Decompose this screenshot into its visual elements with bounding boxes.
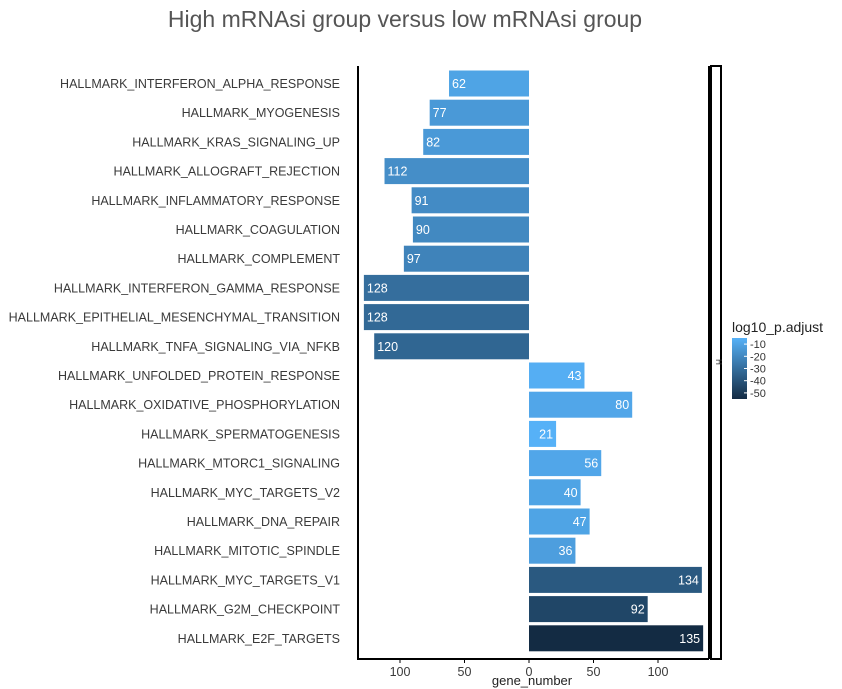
x-tick-label: 50 [587, 665, 601, 679]
category-label: HALLMARK_MYC_TARGETS_V2 [151, 486, 340, 500]
legend-tick-label: -20 [750, 351, 766, 363]
facet-strip-label: H [714, 359, 723, 365]
bars [363, 70, 704, 652]
legend-tick-label: -30 [750, 364, 766, 376]
bar-value-label: 47 [573, 515, 587, 529]
bar-value-label: 120 [377, 340, 398, 354]
bar-value-label: 92 [631, 603, 645, 617]
bar [529, 508, 590, 535]
legend-title: log10_p.adjust [732, 319, 823, 335]
bar [529, 362, 585, 389]
bar [449, 70, 529, 97]
legend-tick-label: -10 [750, 339, 766, 351]
bar-value-label: 77 [433, 106, 447, 120]
category-label: HALLMARK_INFLAMMATORY_RESPONSE [91, 194, 340, 208]
category-label: HALLMARK_INTERFERON_ALPHA_RESPONSE [60, 77, 340, 91]
x-axis: 100 50 0 50 100 [390, 659, 669, 679]
x-tick-label: 100 [648, 665, 669, 679]
category-label: HALLMARK_OXIDATIVE_PHOSPHORYLATION [69, 398, 340, 412]
x-tick-label: 100 [390, 665, 411, 679]
category-label: HALLMARK_MYC_TARGETS_V1 [151, 573, 340, 587]
facet-strip-box [710, 65, 722, 660]
bar-value-label: 97 [407, 252, 421, 266]
category-label: HALLMARK_UNFOLDED_PROTEIN_RESPONSE [58, 369, 340, 383]
category-label: HALLMARK_EPITHELIAL_MESENCHYMAL_TRANSITI… [9, 311, 340, 325]
category-label: HALLMARK_MITOTIC_SPINDLE [154, 544, 340, 558]
legend-tick-label: -40 [750, 376, 766, 388]
bar [529, 450, 602, 477]
bar [363, 304, 529, 331]
panel-frame [357, 66, 710, 660]
bar [363, 274, 529, 301]
bar [529, 596, 648, 623]
bar [529, 420, 557, 447]
bar-value-label: 36 [559, 544, 573, 558]
bar-value-label: 90 [416, 223, 430, 237]
bar [529, 479, 581, 506]
category-label: HALLMARK_SPERMATOGENESIS [141, 427, 340, 441]
bar-value-label: 112 [388, 165, 408, 179]
bar-value-label: 56 [584, 457, 598, 471]
legend: log10_p.adjust -10-20-30-40-50 [732, 319, 823, 400]
category-label: HALLMARK_KRAS_SIGNALING_UP [132, 135, 340, 149]
bar-value-label: 128 [367, 281, 388, 295]
bar-value-label: 40 [564, 486, 578, 500]
bar-value-label: 80 [615, 398, 629, 412]
category-label: HALLMARK_COAGULATION [176, 223, 340, 237]
chart-title: High mRNAsi group versus low mRNAsi grou… [168, 6, 642, 32]
x-tick-label: 0 [526, 665, 533, 679]
bar [384, 158, 529, 185]
bar-value-label: 91 [415, 194, 429, 208]
category-label: HALLMARK_INTERFERON_GAMMA_RESPONSE [54, 281, 340, 295]
bar-value-label: 134 [678, 573, 699, 587]
category-labels: HALLMARK_INTERFERON_ALPHA_RESPONSE HALLMA… [9, 77, 341, 646]
bar [374, 333, 529, 360]
legend-tick-label: -50 [750, 388, 766, 400]
category-label: HALLMARK_MTORC1_SIGNALING [138, 457, 340, 471]
bar [529, 537, 576, 564]
category-label: HALLMARK_COMPLEMENT [177, 252, 340, 266]
x-tick-label: 50 [458, 665, 472, 679]
category-label: HALLMARK_G2M_CHECKPOINT [150, 603, 341, 617]
category-label: HALLMARK_DNA_REPAIR [187, 515, 340, 529]
bar-value-label: 62 [452, 77, 466, 91]
bar [411, 187, 529, 214]
bar-value-label: 128 [367, 311, 388, 325]
x-axis-title: gene_number [492, 673, 573, 688]
legend-colorbar [732, 338, 747, 399]
bar [529, 625, 704, 652]
bar [403, 245, 529, 272]
bar [412, 216, 529, 243]
category-label: HALLMARK_ALLOGRAFT_REJECTION [114, 165, 340, 179]
facet-strip: H [710, 65, 723, 660]
bar-value-label: 43 [568, 369, 582, 383]
bar [529, 391, 633, 418]
bar [429, 99, 529, 126]
category-label: HALLMARK_E2F_TARGETS [178, 632, 340, 646]
bar [529, 566, 702, 593]
bar-value-label: 135 [679, 632, 700, 646]
category-label: HALLMARK_TNFA_SIGNALING_VIA_NFKB [91, 340, 340, 354]
category-label: HALLMARK_MYOGENESIS [182, 106, 340, 120]
bar-value-label: 21 [539, 427, 553, 441]
bar-labels: 62 77 82 112 91 90 97 128 128 120 43 80 21 56 40 47 36 13… [367, 77, 700, 646]
bar [423, 128, 529, 155]
bar-value-label: 82 [426, 135, 440, 149]
